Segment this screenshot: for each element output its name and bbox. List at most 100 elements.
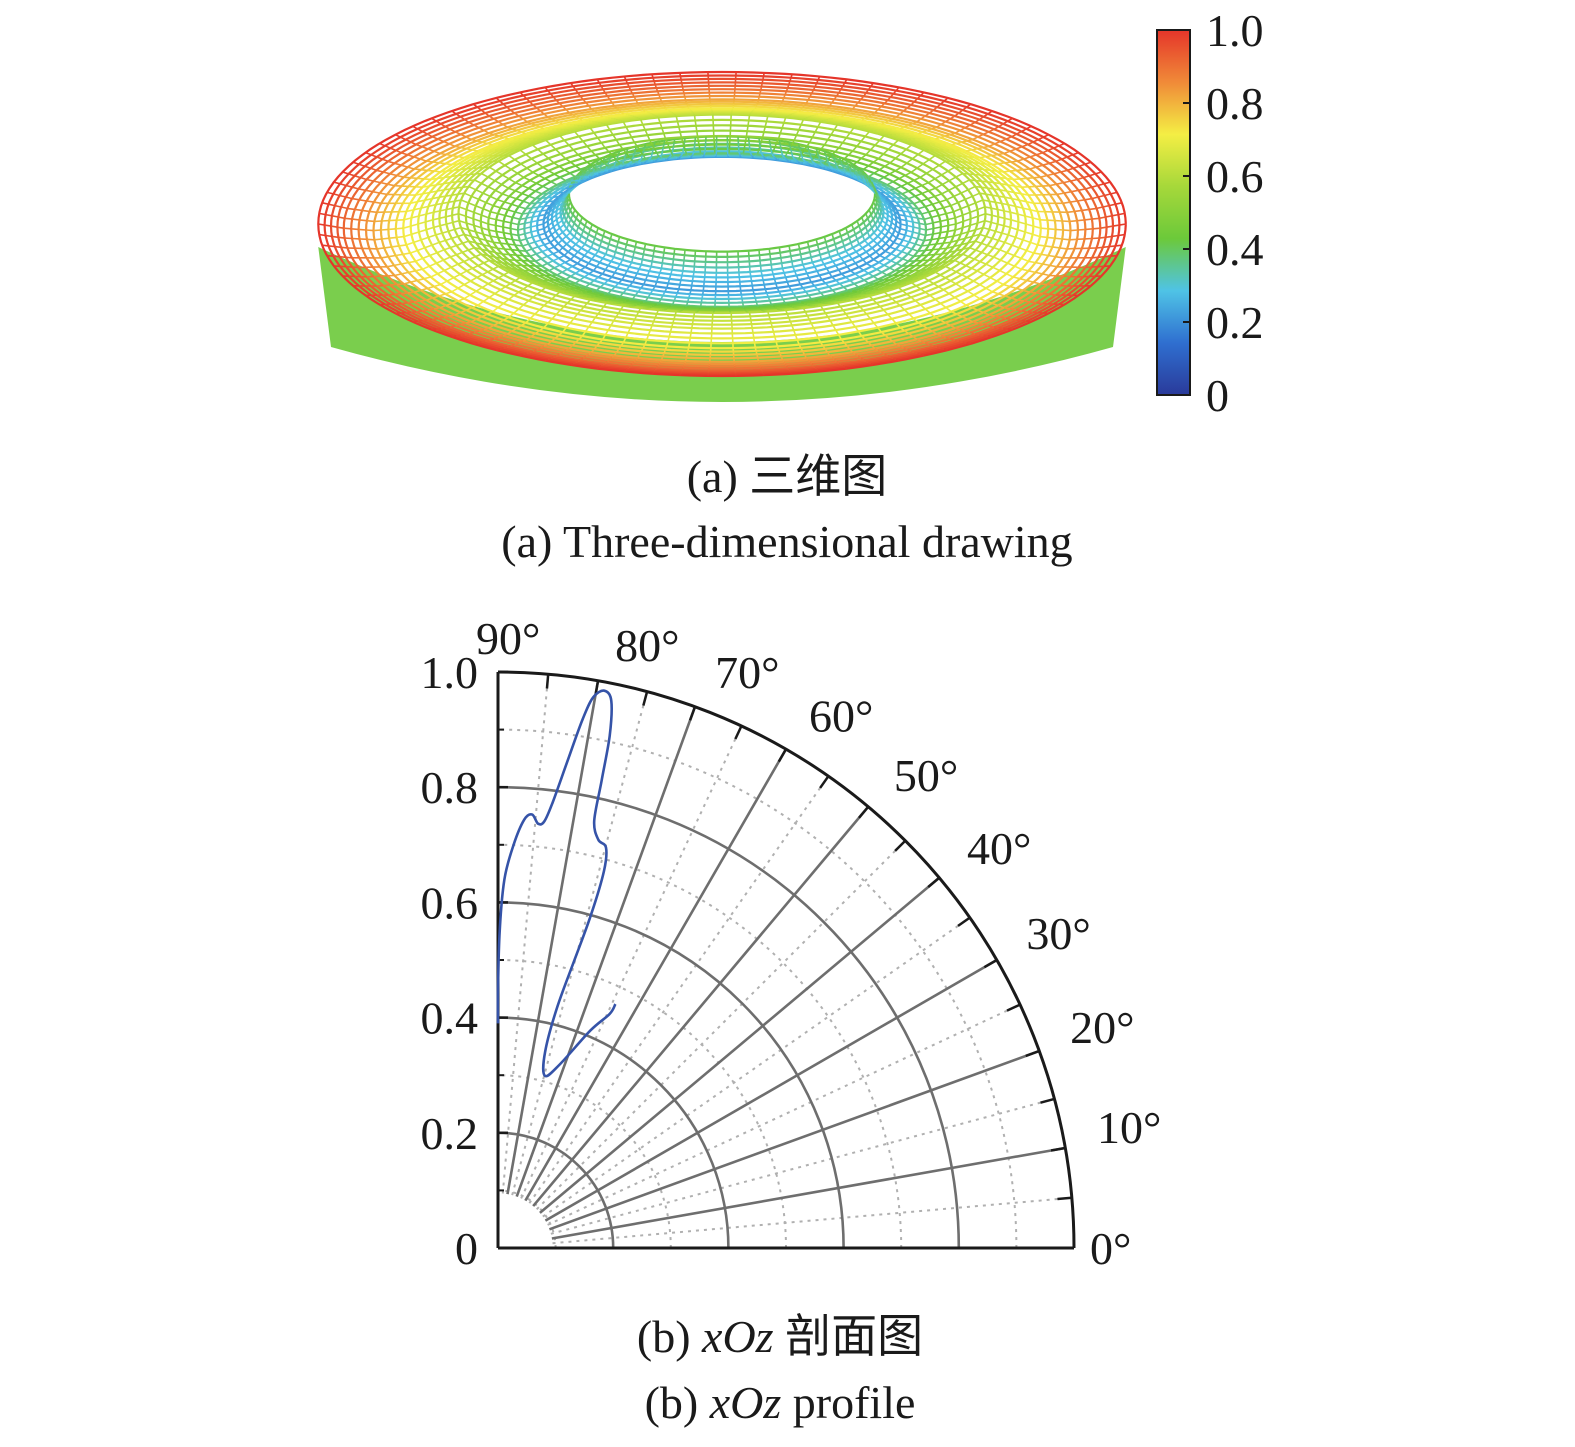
surface-meridian <box>625 332 629 338</box>
surface-meridian <box>700 154 703 156</box>
surface-meridian <box>833 124 839 131</box>
surface-meridian <box>592 237 596 244</box>
surface-meridian <box>463 294 471 300</box>
surface-meridian <box>673 248 676 255</box>
surface-meridian <box>501 257 509 261</box>
surface-meridian <box>985 193 993 196</box>
surface-meridian <box>868 177 872 183</box>
surface-meridian <box>826 267 830 274</box>
surface-meridian <box>469 255 476 260</box>
surface-meridian <box>788 142 791 147</box>
surface-meridian <box>891 318 897 324</box>
surface-meridian <box>341 246 348 249</box>
surface-meridian <box>352 186 359 190</box>
surface-meridian <box>899 205 906 208</box>
polar-major-spoke <box>532 805 870 1207</box>
surface-meridian <box>603 292 609 296</box>
surface-meridian <box>860 135 866 142</box>
surface-meridian <box>1000 138 1007 143</box>
surface-meridian <box>562 194 568 199</box>
surface-meridian <box>693 114 696 121</box>
surface-meridian <box>861 117 866 121</box>
surface-meridian <box>388 228 396 231</box>
surface-meridian <box>662 252 665 259</box>
surface-meridian <box>485 239 494 244</box>
surface-meridian <box>840 235 844 242</box>
surface-meridian <box>803 117 806 121</box>
surface-meridian <box>898 174 906 180</box>
surface-meridian <box>532 215 540 218</box>
surface-meridian <box>870 205 875 211</box>
surface-meridian <box>457 155 465 159</box>
surface-meridian <box>573 313 579 320</box>
surface-meridian <box>1104 255 1111 258</box>
surface-meridian <box>510 168 518 174</box>
surface-meridian <box>510 343 515 348</box>
surface-meridian <box>466 208 475 214</box>
surface-meridian <box>451 213 459 217</box>
surface-meridian <box>1026 177 1034 180</box>
surface-meridian <box>541 196 548 199</box>
surface-meridian <box>800 162 804 165</box>
surface-meridian <box>659 122 663 129</box>
colorbar: 00.20.40.60.81.0 <box>1156 5 1264 421</box>
surface-meridian <box>373 201 382 205</box>
surface-meridian <box>847 289 853 292</box>
surface-meridian <box>1091 217 1100 220</box>
surface-meridian <box>630 115 633 118</box>
surface-meridian <box>522 338 528 342</box>
surface-meridian <box>923 216 932 221</box>
surface-meridian <box>931 237 939 241</box>
surface-meridian <box>537 282 544 285</box>
surface-meridian <box>920 340 926 344</box>
surface-meridian <box>700 153 702 155</box>
surface-meridian <box>928 263 936 267</box>
surface-meridian <box>502 193 510 198</box>
surface-meridian <box>791 159 794 162</box>
surface-meridian <box>1001 202 1009 206</box>
surface-meridian <box>554 199 560 204</box>
surface-meridian <box>806 145 810 151</box>
surface-meridian <box>417 319 423 322</box>
surface-meridian <box>962 224 971 229</box>
surface-meridian <box>890 196 897 199</box>
surface-meridian <box>807 96 811 101</box>
surface-meridian <box>868 172 875 178</box>
surface-meridian <box>651 113 655 116</box>
surface-meridian <box>579 95 584 100</box>
polar-arc-tick <box>734 725 743 740</box>
surface-meridian <box>463 173 470 176</box>
surface-meridian <box>848 150 854 156</box>
surface-meridian <box>546 233 553 239</box>
surface-meridian <box>411 231 420 236</box>
surface-meridian <box>1005 317 1012 321</box>
surface-meridian <box>786 115 790 118</box>
surface-meridian <box>1102 204 1110 208</box>
surface-meridian <box>619 292 624 298</box>
surface-meridian <box>585 102 590 107</box>
surface-meridian <box>822 109 826 113</box>
surface-meridian <box>913 254 921 258</box>
surface-meridian <box>691 276 694 282</box>
surface-meridian <box>413 300 421 303</box>
surface-meridian <box>893 241 900 246</box>
surface-meridian <box>425 219 434 223</box>
surface-meridian <box>877 176 885 182</box>
surface-meridian <box>932 201 940 206</box>
surface-meridian <box>469 290 477 296</box>
surface-meridian <box>696 130 699 137</box>
surface-meridian <box>558 254 565 259</box>
surface-meridian <box>570 236 576 241</box>
surface-meridian <box>944 348 948 351</box>
surface-meridian <box>835 169 840 173</box>
surface-meridian <box>481 253 489 257</box>
surface-meridian <box>955 172 964 178</box>
surface-meridian <box>843 168 847 174</box>
surface-meridian <box>503 220 512 224</box>
surface-meridian <box>950 310 957 315</box>
surface-meridian <box>655 87 659 92</box>
surface-meridian <box>895 358 900 362</box>
surface-meridian <box>840 273 847 278</box>
surface-meridian <box>621 275 626 281</box>
surface-meridian <box>884 353 889 357</box>
